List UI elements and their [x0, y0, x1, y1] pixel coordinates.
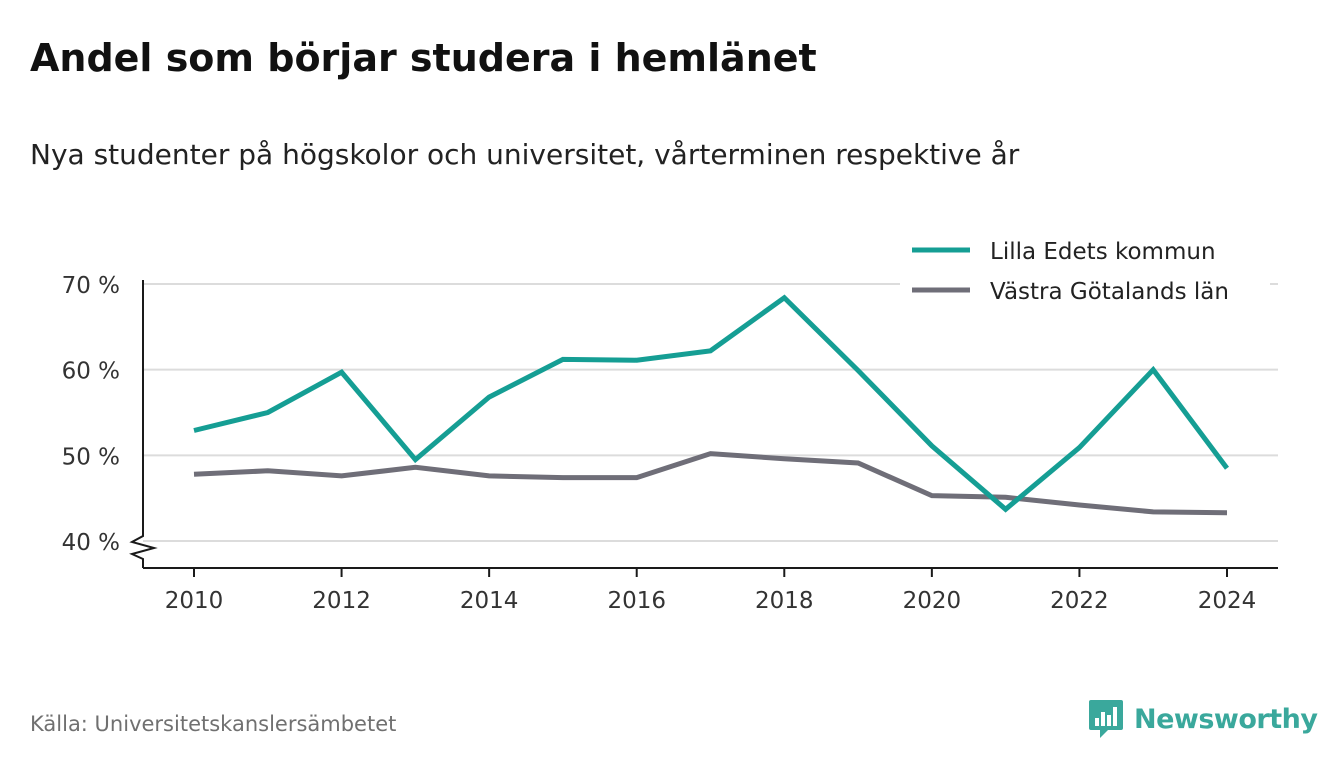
x-tick-label: 2014	[460, 588, 519, 614]
newsworthy-logo-icon	[1089, 700, 1123, 738]
x-tick-label: 2016	[607, 588, 666, 614]
legend-label: Lilla Edets kommun	[990, 239, 1216, 265]
grid-layer	[143, 283, 1278, 542]
brand-name: Newsworthy	[1134, 703, 1318, 735]
y-tick-label: 40 %	[62, 530, 120, 556]
x-tick-label: 2010	[165, 588, 224, 614]
legend-background	[900, 228, 1270, 312]
x-tick-label: 2024	[1198, 588, 1257, 614]
chart-title: Andel som börjar studera i hemlänet	[30, 36, 817, 80]
y-tick-label: 50 %	[62, 444, 120, 470]
x-tick-label: 2012	[312, 588, 371, 614]
series-line-2	[193, 451, 1228, 516]
axis-layer: 40 % 50 % 60 % 70 % 2010 2012 2014 2016 2018 2020…	[62, 273, 1278, 614]
line-chart: 40 % 50 % 60 % 70 % 2010 2012 2014 2016 2018 2020…	[61, 228, 1278, 614]
x-tick-label: 2020	[903, 588, 962, 614]
y-tick-label: 70 %	[62, 273, 120, 299]
legend-label: Västra Götalands län	[990, 279, 1229, 305]
x-tick-label: 2022	[1050, 588, 1109, 614]
series-layer	[193, 294, 1230, 516]
y-tick-label: 60 %	[62, 359, 120, 385]
chart-subtitle: Nya studenter på högskolor och universit…	[30, 138, 1020, 171]
legend: Lilla Edets kommun Västra Götalands län	[900, 228, 1270, 312]
brand-logo[interactable]: Newsworthy	[1088, 698, 1318, 740]
x-tick-label: 2018	[755, 588, 814, 614]
axis-break-icon	[129, 530, 158, 568]
source-note: Källa: Universitetskanslersämbetet	[30, 712, 397, 736]
